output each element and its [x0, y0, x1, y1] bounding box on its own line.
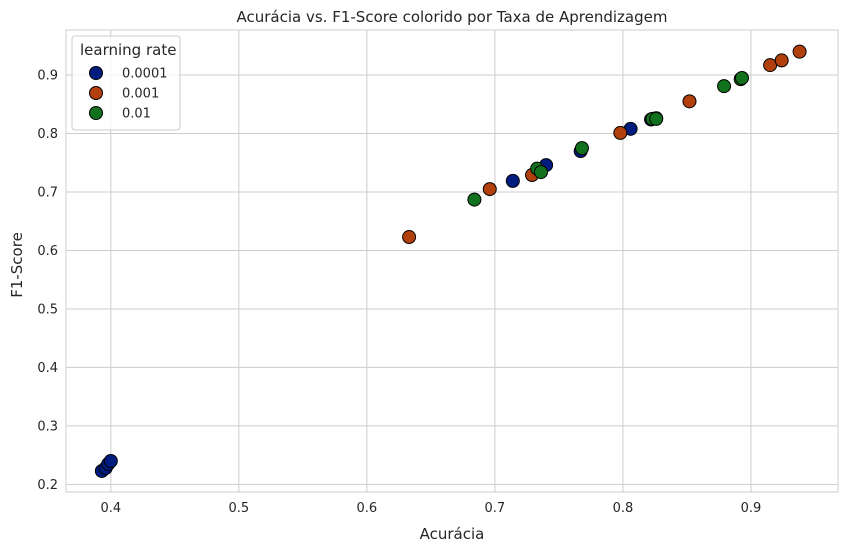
data-point	[649, 111, 664, 126]
y-tick-label: 0.9	[37, 69, 58, 84]
grid-lines	[66, 30, 838, 492]
axis-ticks: 0.4 0.5 0.6 0.7 0.8 0.9 0.2 0.3 0.4 0.5 0.6 0.7 0.8 0…	[37, 69, 761, 516]
data-point	[402, 230, 417, 245]
x-tick-label: 0.4	[100, 501, 121, 516]
data-point	[533, 165, 548, 180]
y-tick-label: 0.5	[37, 302, 58, 317]
data-point	[613, 125, 628, 140]
data-point	[103, 454, 118, 469]
data-point	[717, 79, 732, 94]
data-point	[574, 141, 589, 156]
legend-box	[71, 35, 181, 131]
legend-marker	[89, 66, 103, 80]
y-axis-label: F1-Score	[8, 232, 26, 298]
y-tick-label: 0.2	[37, 478, 58, 493]
legend-entries: 0.0001 0.001 0.01	[89, 66, 168, 122]
chart-title: Acurácia vs. F1-Score colorido por Taxa …	[237, 8, 668, 26]
y-tick-label: 0.3	[37, 419, 58, 434]
legend-marker	[89, 106, 103, 120]
data-point	[682, 94, 697, 109]
legend-entry-label: 0.001	[122, 87, 159, 102]
x-tick-label: 0.9	[741, 501, 762, 516]
legend-entry-label: 0.0001	[122, 67, 168, 82]
y-tick-label: 0.6	[37, 244, 58, 259]
data-point	[734, 70, 749, 85]
plot-frame	[65, 29, 839, 493]
data-point	[792, 44, 807, 59]
x-tick-label: 0.5	[228, 501, 249, 516]
legend-entry-label: 0.01	[122, 107, 151, 122]
y-tick-label: 0.8	[37, 127, 58, 142]
x-tick-label: 0.8	[613, 501, 634, 516]
legend-title: learning rate	[80, 41, 176, 59]
data-point	[505, 173, 520, 188]
y-tick-label: 0.4	[37, 361, 58, 376]
x-axis-label: Acurácia	[420, 525, 485, 543]
x-tick-label: 0.6	[357, 501, 378, 516]
x-tick-label: 0.7	[485, 501, 506, 516]
data-point	[774, 53, 789, 68]
data-points	[94, 44, 807, 478]
legend-marker	[89, 86, 103, 100]
data-point	[482, 182, 497, 197]
y-tick-label: 0.7	[37, 185, 58, 200]
data-point	[467, 192, 482, 207]
legend: learning rate 0.0001 0.001 0.01	[71, 35, 181, 131]
